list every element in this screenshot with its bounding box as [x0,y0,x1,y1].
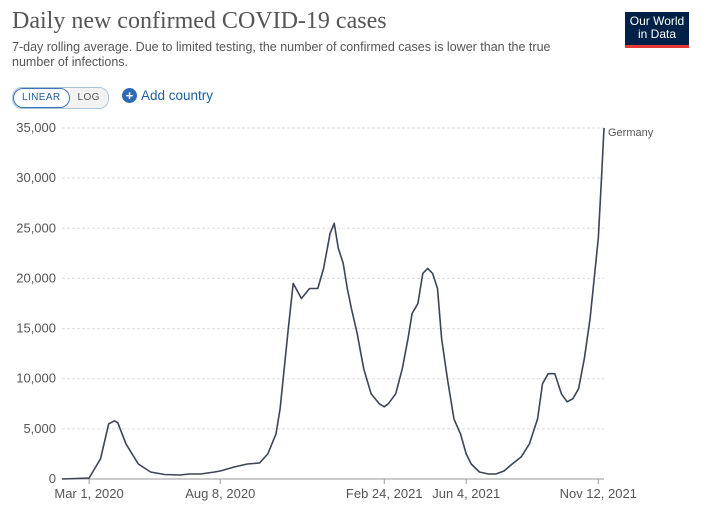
chart-title: Daily new confirmed COVID-19 cases [12,8,387,34]
y-tick-label: 10,000 [16,371,56,386]
plus-circle-icon: + [122,88,137,103]
y-tick-label: 5,000 [23,421,56,436]
y-tick-label: 20,000 [16,270,56,285]
y-tick-label: 15,000 [16,321,56,336]
x-tick-label: Feb 24, 2021 [346,486,423,501]
x-tick-label: Jun 4, 2021 [432,486,500,501]
x-tick-label: Nov 12, 2021 [560,486,637,501]
x-tick-label: Aug 8, 2020 [185,486,255,501]
logo-line-2: in Data [637,27,677,41]
log-scale-button[interactable]: LOG [69,88,108,108]
logo-line-1: Our World [629,14,685,28]
x-tick-label: Mar 1, 2020 [54,486,123,501]
y-tick-label: 25,000 [16,220,56,235]
series-end-label: Germany [608,127,654,139]
y-tick-label: 30,000 [16,170,56,185]
y-tick-label: 35,000 [16,120,56,135]
series-line-germany [61,127,605,480]
add-country-button[interactable]: + Add country [122,88,213,103]
linear-scale-button[interactable]: LINEAR [13,88,70,108]
scale-toggle: LINEAR LOG [12,87,109,109]
y-tick-label: 0 [49,471,56,486]
owid-logo[interactable]: Our World in Data [625,12,689,48]
add-country-label: Add country [141,88,214,103]
chart-subtitle: 7-day rolling average. Due to limited te… [12,40,551,69]
